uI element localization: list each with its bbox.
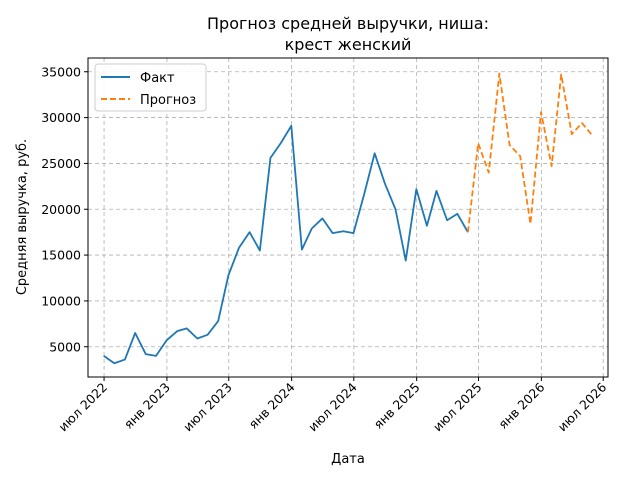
x-tick-label: июл 2024 xyxy=(305,379,360,434)
x-tick-label: янв 2023 xyxy=(121,380,173,432)
y-tick-label: 5000 xyxy=(49,339,81,354)
legend-label-forecast: Прогноз xyxy=(140,93,196,108)
y-tick-label: 20000 xyxy=(41,202,81,217)
y-axis-ticks: 5000 10000 15000 20000 25000 30000 35000 xyxy=(41,64,88,354)
x-tick-label: янв 2025 xyxy=(371,380,423,432)
series-lines xyxy=(103,72,594,365)
x-tick-label: июл 2023 xyxy=(180,380,235,435)
y-tick-label: 35000 xyxy=(41,64,81,79)
x-tick-label: июл 2026 xyxy=(555,379,610,434)
series-line-0 xyxy=(103,124,469,365)
chart-title-line2: крест женский xyxy=(285,35,412,54)
x-tick-label: июл 2022 xyxy=(55,380,110,435)
chart-title-line1: Прогноз средней выручки, ниша: xyxy=(207,14,489,33)
x-tick-label: янв 2026 xyxy=(495,379,547,431)
legend: Факт Прогноз xyxy=(94,63,207,112)
y-tick-label: 30000 xyxy=(41,110,81,125)
y-axis-label: Средняя выручка, руб. xyxy=(15,139,30,295)
y-tick-label: 10000 xyxy=(41,293,81,308)
legend-label-fact: Факт xyxy=(140,71,175,86)
series-line-1 xyxy=(467,72,594,233)
x-axis-ticks: июл 2022 янв 2023 июл 2023 янв 2024 июл 2024… xyxy=(55,377,609,434)
y-tick-label: 25000 xyxy=(41,156,81,171)
x-tick-label: янв 2024 xyxy=(246,379,298,431)
plot-frame xyxy=(87,57,609,378)
x-axis-label: Дата xyxy=(331,452,365,467)
x-tick-label: июл 2025 xyxy=(430,380,485,435)
y-tick-label: 15000 xyxy=(41,248,81,263)
